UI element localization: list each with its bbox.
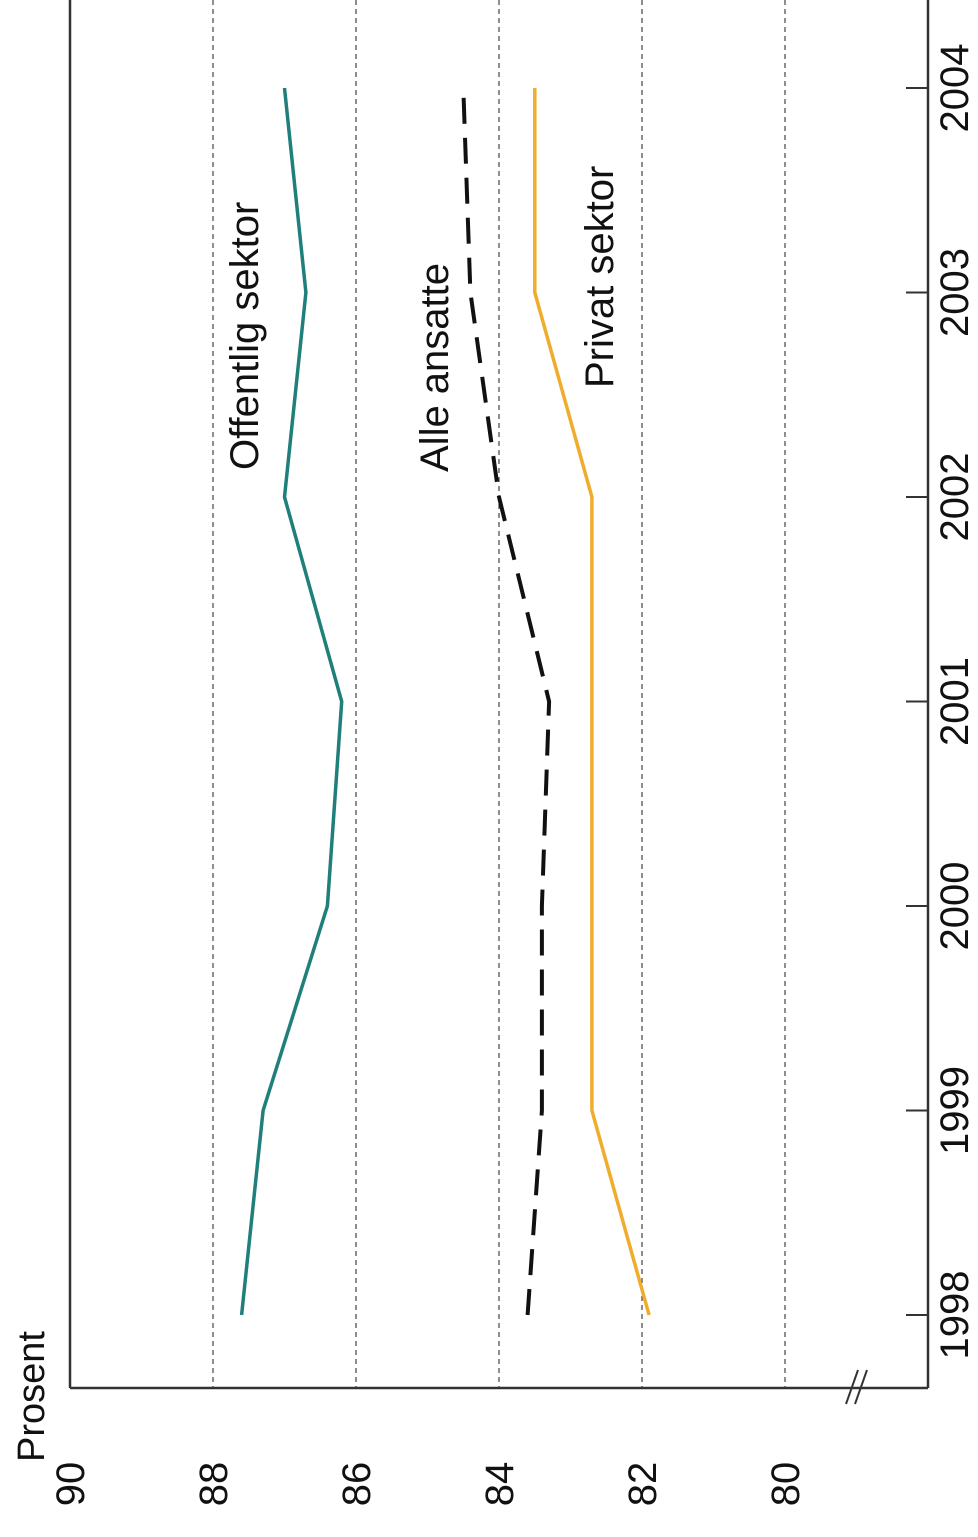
axes <box>68 0 930 1405</box>
y-tick-label: 84 <box>478 1462 522 1507</box>
y-axis-title: Prosent <box>11 1331 53 1462</box>
tick-labels: 1998 1999 2000 2001 2002 2003 2004 90 88 86 84 82 80 <box>49 44 977 1507</box>
series-line-alle-ansatte <box>461 87 552 1316</box>
x-tick-label: 2000 <box>933 862 977 951</box>
series-label: Privat sektor <box>578 166 622 388</box>
y-tick-label: 90 <box>49 1462 93 1507</box>
series-line-offentlig-sektor <box>239 87 344 1316</box>
grid-lines <box>212 0 786 1388</box>
series-labels: Offentlig sektor Alle ansatte Privat sekto… <box>223 166 622 472</box>
axis-break-mark <box>845 1369 859 1405</box>
y-tick-label: 82 <box>621 1462 665 1507</box>
x-tick-label: 2003 <box>933 248 977 337</box>
x-tick-label: 1999 <box>933 1066 977 1155</box>
x-tick-label: 2004 <box>933 44 977 133</box>
y-tick-label: 86 <box>335 1462 379 1507</box>
x-tick-label: 1998 <box>933 1271 977 1360</box>
x-tick-label: 2002 <box>933 453 977 542</box>
series-lines <box>239 87 651 1316</box>
series-label: Offentlig sektor <box>223 202 267 470</box>
y-tick-label: 88 <box>192 1462 236 1507</box>
y-tick-label: 80 <box>764 1462 808 1507</box>
series-line-privat-sektor <box>533 88 651 1316</box>
x-tick-label: 2001 <box>933 657 977 746</box>
axis-break-mark <box>854 1369 868 1405</box>
series-label: Alle ansatte <box>413 263 457 472</box>
